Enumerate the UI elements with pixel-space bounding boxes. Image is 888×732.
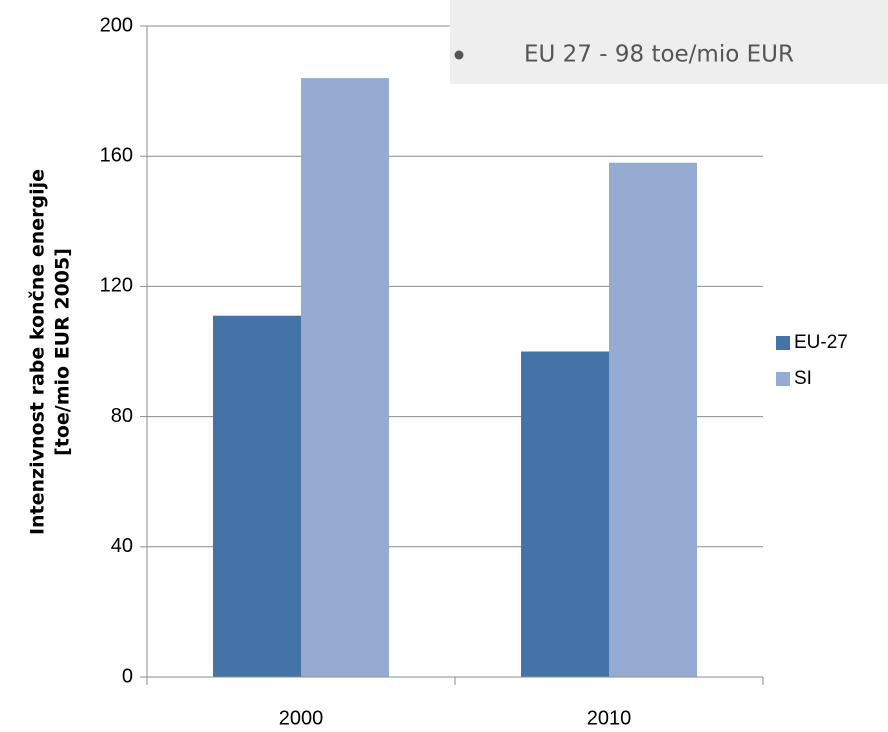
- bar: [609, 162, 697, 677]
- y-tick-label: 200: [100, 14, 133, 36]
- bar: [213, 315, 301, 677]
- bullet: [454, 50, 464, 60]
- legend-label: EU-27: [794, 332, 848, 353]
- y-axis-label: [toe/mio EUR 2005]: [52, 248, 74, 456]
- annotation: EU 27 - 98 toe/mio EUR: [524, 42, 794, 68]
- x-tick-label: 2010: [587, 707, 632, 729]
- y-tick-label: 0: [122, 665, 133, 687]
- bar: [301, 78, 389, 677]
- x-tick-label: 2000: [279, 707, 324, 729]
- legend-label: SI: [794, 368, 812, 389]
- legend-swatch: [776, 336, 790, 350]
- y-tick-label: 120: [100, 275, 133, 297]
- annotation-box: [450, 0, 888, 84]
- y-tick-label: 40: [111, 535, 133, 557]
- legend-swatch: [776, 372, 790, 386]
- y-tick-label: 80: [111, 405, 133, 427]
- y-axis-label: Intenzivnost rabe končne energije: [27, 169, 49, 535]
- bar: [521, 351, 609, 677]
- y-tick-label: 160: [100, 144, 133, 166]
